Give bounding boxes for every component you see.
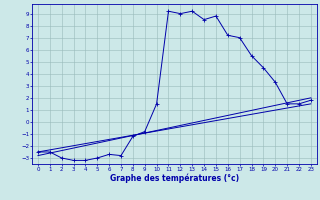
- X-axis label: Graphe des températures (°c): Graphe des températures (°c): [110, 173, 239, 183]
